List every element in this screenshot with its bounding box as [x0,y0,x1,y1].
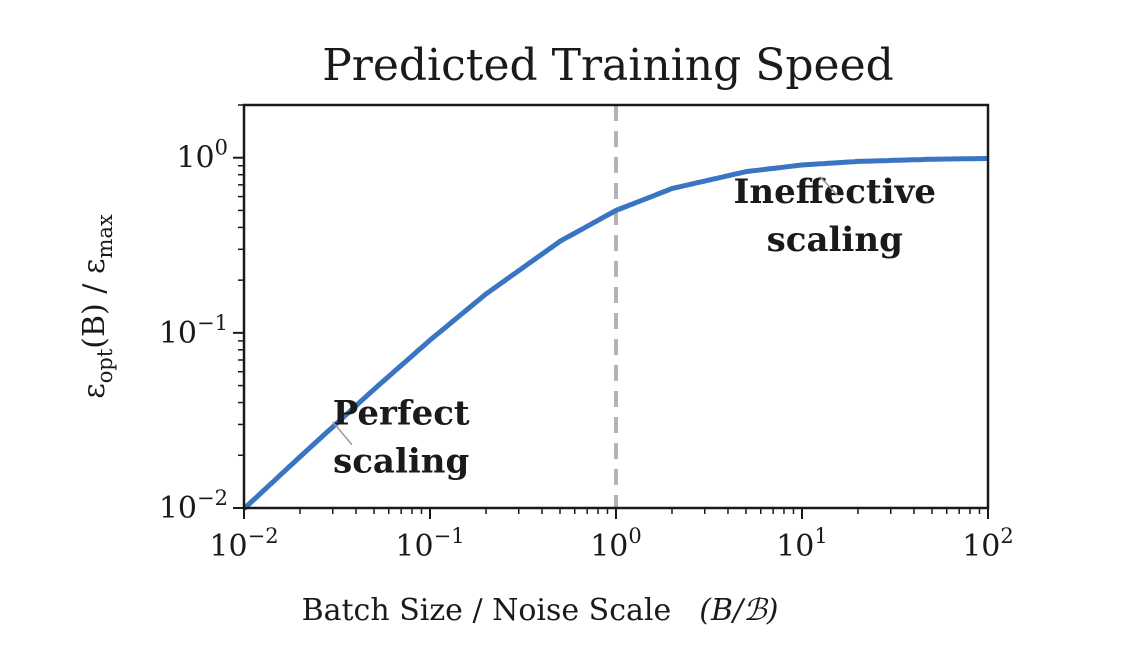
x-tick-label: 102 [962,524,1014,564]
annotation-pointer [819,176,838,196]
annotation-label: Perfect [333,393,470,433]
annotation-pointer [332,421,353,446]
x-tick-label: 101 [776,524,828,564]
annotation-label: scaling [333,441,469,481]
y-tick-label: 10−2 [159,486,228,526]
series-line-0 [242,156,988,511]
y-axis-label: εopt(B) / εmax [77,214,117,399]
y-tick-label: 100 [176,136,228,176]
y-tick-label: 10−1 [159,311,228,351]
x-tick-label: 10−2 [209,524,278,564]
x-tick-label: 100 [590,524,642,564]
x-axis-label: Batch Size / Noise Scale (B/ℬ) [302,593,779,628]
x-tick-label: 10−1 [395,524,464,564]
chart-title: Predicted Training Speed [322,40,894,91]
annotation-label: scaling [767,220,903,260]
